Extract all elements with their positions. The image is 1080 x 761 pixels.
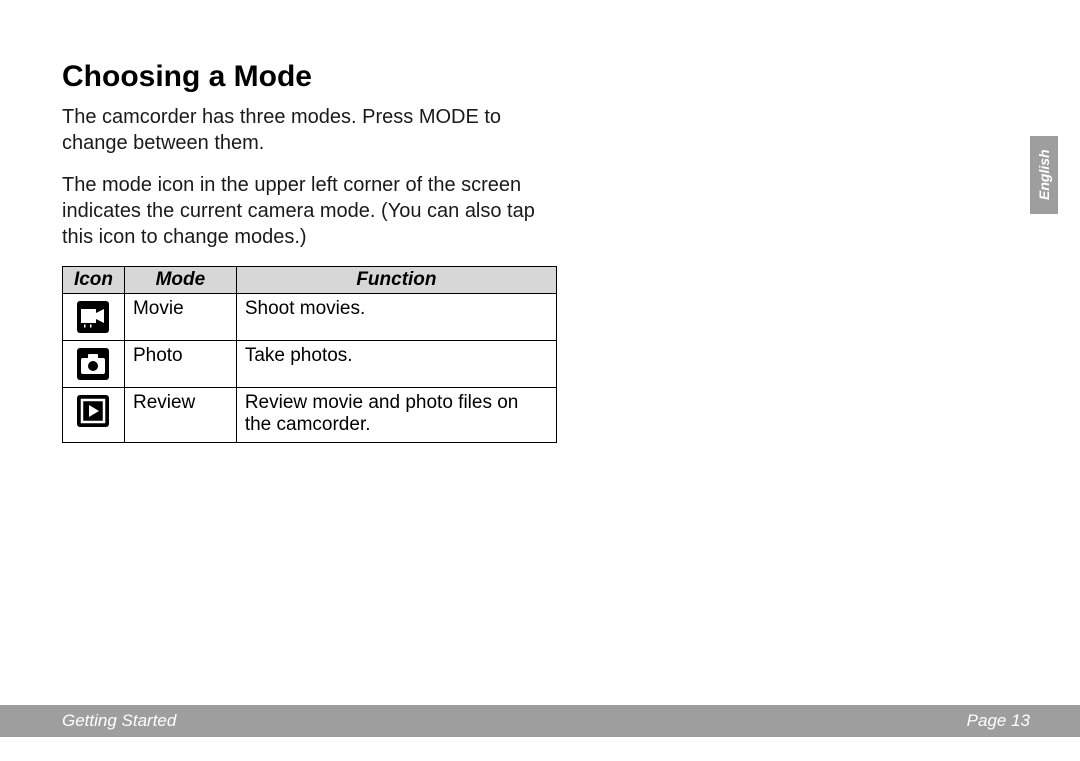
col-header-mode: Mode <box>124 267 236 294</box>
manual-page: Choosing a Mode The camcorder has three … <box>0 0 1080 761</box>
intro-paragraph-2: The mode icon in the upper left corner o… <box>62 172 562 250</box>
photo-icon-cell <box>63 341 125 388</box>
movie-icon <box>76 300 110 334</box>
table-header-row: Icon Mode Function <box>63 267 557 294</box>
col-header-function: Function <box>236 267 556 294</box>
movie-icon-cell <box>63 294 125 341</box>
language-tab-label: English <box>1036 150 1052 201</box>
col-header-icon: Icon <box>63 267 125 294</box>
photo-icon <box>76 347 110 381</box>
table-row: Photo Take photos. <box>63 341 557 388</box>
table-row: Review Review movie and photo files on t… <box>63 388 557 443</box>
function-cell: Shoot movies. <box>236 294 556 341</box>
page-heading: Choosing a Mode <box>62 60 562 94</box>
table-row: Movie Shoot movies. <box>63 294 557 341</box>
mode-cell: Photo <box>124 341 236 388</box>
footer-page-number: Page 13 <box>967 711 1030 731</box>
mode-cell: Review <box>124 388 236 443</box>
intro-paragraph-1: The camcorder has three modes. Press MOD… <box>62 104 562 156</box>
review-icon <box>76 394 110 428</box>
language-tab: English <box>1030 136 1058 214</box>
content-column: Choosing a Mode The camcorder has three … <box>62 60 562 443</box>
mode-cell: Movie <box>124 294 236 341</box>
page-footer: Getting Started Page 13 <box>0 705 1080 737</box>
footer-section-title: Getting Started <box>62 711 176 731</box>
mode-table: Icon Mode Function <box>62 266 557 443</box>
function-cell: Take photos. <box>236 341 556 388</box>
review-icon-cell <box>63 388 125 443</box>
function-cell: Review movie and photo files on the camc… <box>236 388 556 443</box>
